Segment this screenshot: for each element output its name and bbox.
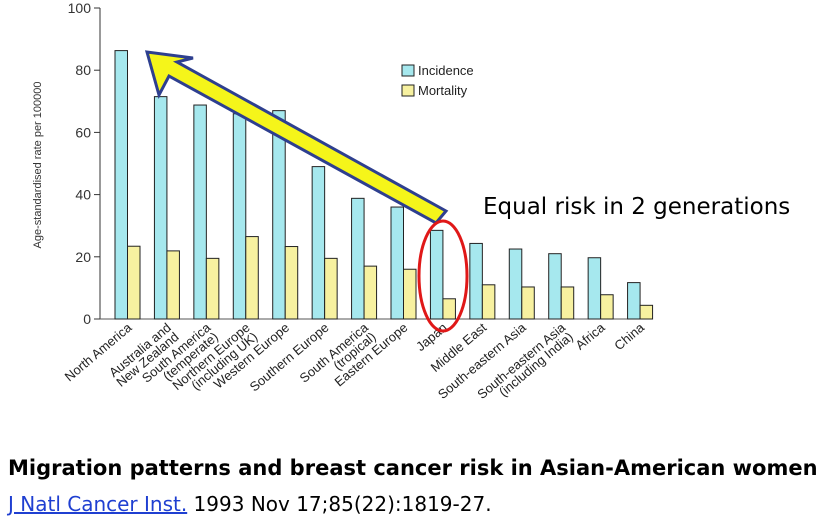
bar-incidence: [587, 257, 602, 320]
bar-mortality: [560, 286, 575, 320]
bar-mortality: [166, 250, 180, 320]
bar-mortality: [284, 246, 299, 320]
bar-incidence: [469, 242, 483, 320]
bar-mortality: [324, 257, 338, 320]
bar-incidence: [548, 253, 562, 320]
bar-incidence: [351, 197, 365, 320]
y-axis-label: Age-standardised rate per 100000: [32, 82, 44, 249]
bar-mortality: [245, 236, 259, 320]
y-tick-label: 20: [75, 249, 91, 265]
bar-mortality: [442, 298, 456, 320]
bar-mortality: [521, 286, 535, 320]
y-tick-label: 0: [83, 311, 91, 327]
citation: J Natl Cancer Inst. 1993 Nov 17;85(22):1…: [8, 492, 492, 516]
bar-incidence: [193, 104, 207, 320]
bar-mortality: [600, 294, 614, 320]
bar-mortality: [127, 245, 141, 320]
y-tick-label: 60: [75, 124, 91, 140]
bar-incidence: [311, 166, 326, 320]
bar-incidence: [232, 113, 247, 320]
bar-incidence: [627, 282, 641, 320]
citation-details: 1993 Nov 17;85(22):1819-27.: [187, 492, 492, 516]
x-tick-label: Africa: [572, 319, 608, 352]
y-tick-label: 80: [75, 62, 91, 78]
y-tick-label: 40: [75, 187, 91, 203]
legend-swatch-mortality: [401, 84, 415, 97]
journal-link[interactable]: J Natl Cancer Inst.: [8, 492, 188, 516]
bar-mortality: [363, 265, 378, 320]
bar-incidence: [272, 110, 286, 320]
legend-swatch-incidence: [401, 64, 415, 77]
chart-annotations: [144, 50, 469, 333]
bar-mortality: [403, 268, 417, 320]
y-tick-label: 100: [68, 0, 92, 16]
bar-chart: 0 20 40 60 80 100 Age-standardised rate per 10…: [32, 0, 654, 402]
caption-title: Migration patterns and breast cancer ris…: [8, 456, 818, 480]
bar-incidence: [390, 206, 404, 320]
bar-incidence: [429, 229, 444, 320]
bar-mortality: [205, 257, 220, 320]
x-tick-label: China: [611, 319, 647, 353]
equal-risk-annotation: Equal risk in 2 generations: [483, 194, 791, 220]
x-tick-label-line: China: [611, 319, 647, 353]
legend-label-mortality: Mortality: [418, 83, 468, 98]
bar-mortality: [481, 284, 496, 320]
japan-highlight-circle: [417, 219, 469, 333]
trend-arrow: [144, 50, 449, 225]
legend-label-incidence: Incidence: [418, 63, 474, 78]
bar-mortality: [639, 304, 654, 320]
x-tick-label-line: Africa: [572, 319, 608, 352]
bar-incidence: [508, 248, 523, 320]
chart-legend: Incidence Mortality: [401, 63, 474, 98]
bar-incidence: [153, 96, 168, 320]
bar-incidence: [114, 50, 128, 320]
